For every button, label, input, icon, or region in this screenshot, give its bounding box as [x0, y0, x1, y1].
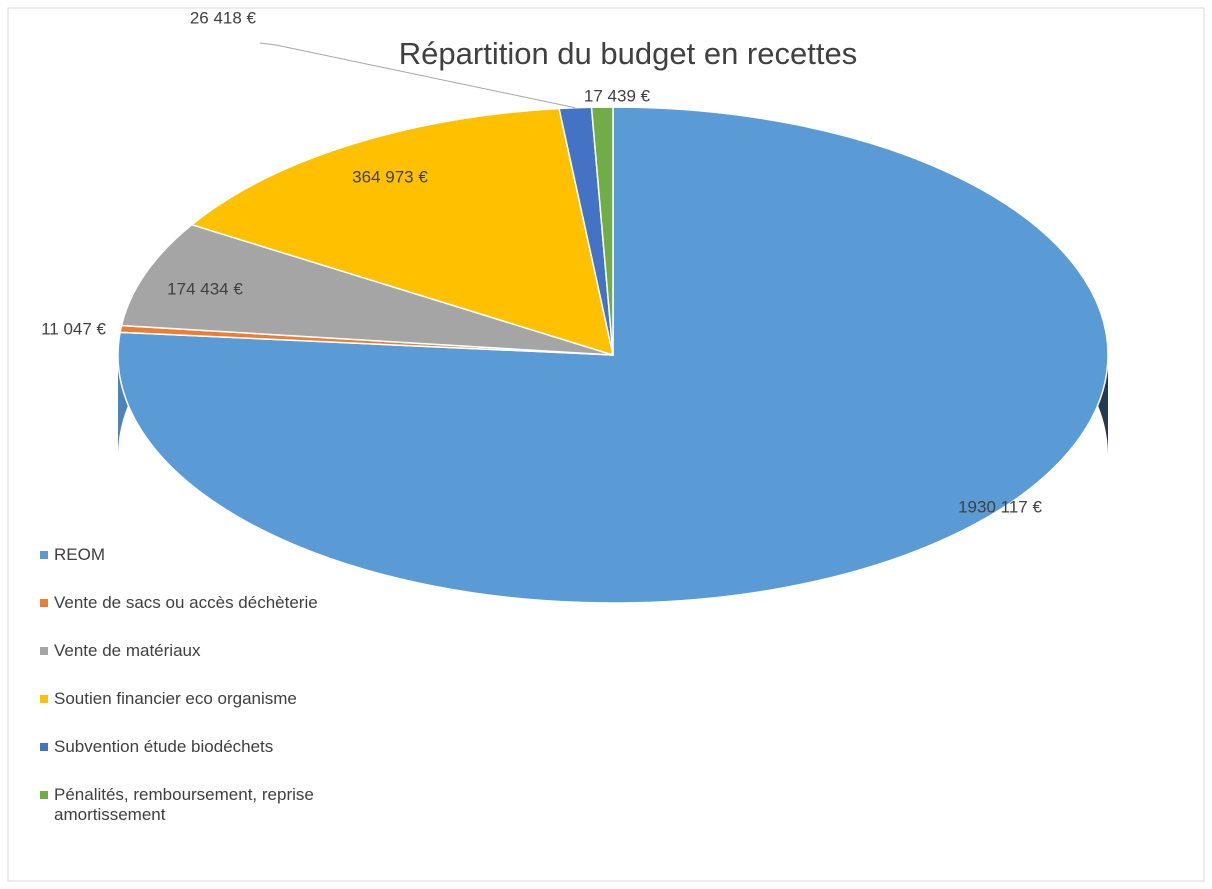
- legend-item: Vente de matériaux: [40, 641, 400, 689]
- legend-swatch: [40, 551, 48, 559]
- legend-label: Pénalités, remboursement, reprise amorti…: [54, 785, 314, 824]
- legend-label: Soutien financier eco organisme: [54, 689, 297, 708]
- legend-label: Vente de sacs ou accès déchèterie: [54, 593, 318, 612]
- data-label: 17 439 €: [584, 86, 651, 105]
- legend-item: Subvention étude biodéchets: [40, 737, 400, 785]
- leader-line: [259, 42, 576, 109]
- legend: REOM Vente de sacs ou accès déchèterie Ven…: [40, 545, 400, 833]
- legend-swatch: [40, 791, 48, 799]
- slice: [120, 223, 614, 356]
- legend-label: REOM: [54, 545, 105, 564]
- legend-swatch: [40, 647, 48, 655]
- legend-label: Subvention étude biodéchets: [54, 737, 274, 756]
- legend-item: Pénalités, remboursement, reprise amorti…: [40, 785, 400, 833]
- legend-item: REOM: [40, 545, 400, 593]
- legend-item: Vente de sacs ou accès déchèterie: [40, 593, 400, 641]
- legend-item: Soutien financier eco organisme: [40, 689, 400, 737]
- legend-swatch: [40, 599, 48, 607]
- data-label: 1930 117 €: [958, 497, 1042, 516]
- data-label: 174 434 €: [167, 279, 243, 298]
- slice: [190, 107, 615, 357]
- slice: [590, 106, 614, 356]
- legend-swatch: [40, 743, 48, 751]
- chart-title: Répartition du budget en recettes: [399, 36, 857, 71]
- legend-label: Vente de matériaux: [54, 641, 201, 660]
- data-label: 11 047 €: [41, 319, 106, 338]
- data-label: 364 973 €: [352, 167, 428, 186]
- legend-swatch: [40, 695, 48, 703]
- data-label: 26 418 €: [190, 8, 257, 27]
